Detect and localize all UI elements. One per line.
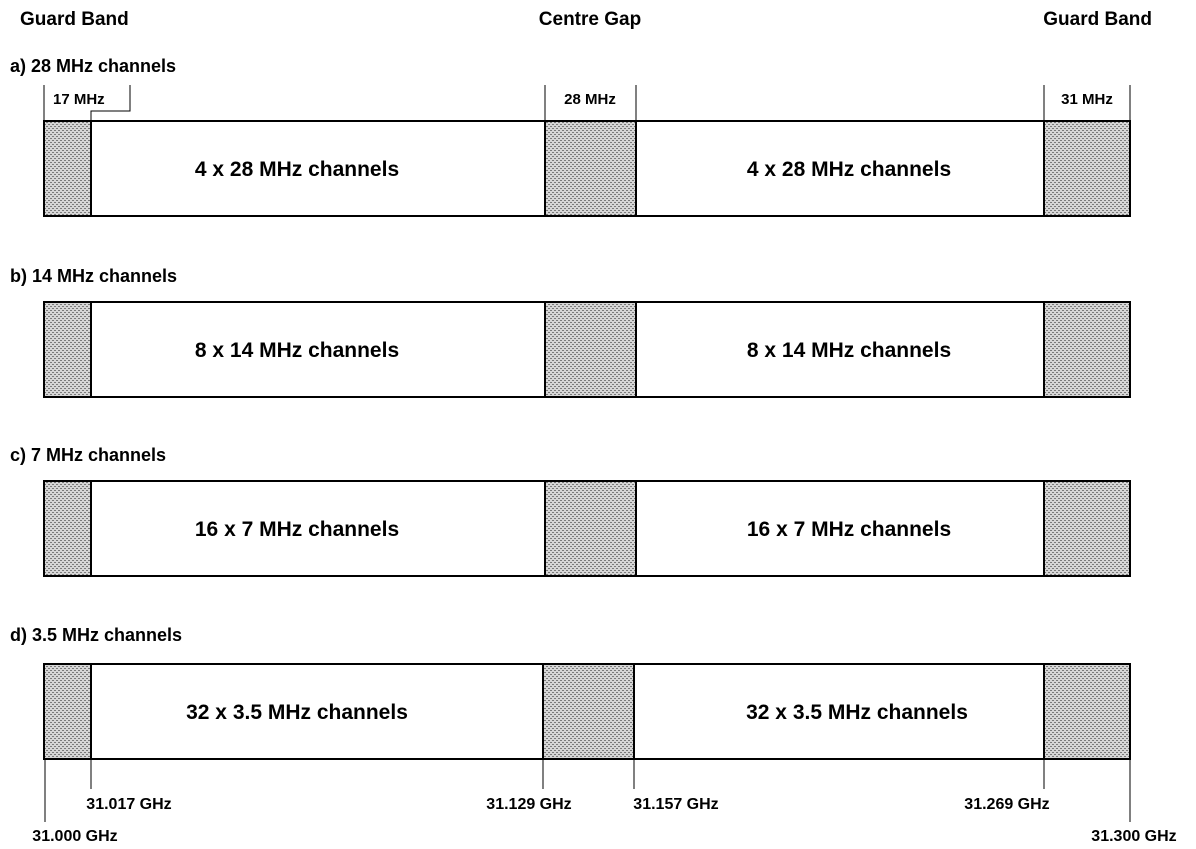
guard-band-left-block <box>43 480 92 577</box>
guard-band-left-block <box>43 120 92 217</box>
channels-right-label: 16 x 7 MHz channels <box>747 518 951 541</box>
freq-31300-label: 31.300 GHz <box>1091 828 1176 845</box>
header-guard-band-right: Guard Band <box>1043 9 1152 30</box>
width-markers: 17 MHz 28 MHz 31 MHz <box>43 85 1131 121</box>
freq-31129-label: 31.129 GHz <box>486 796 571 813</box>
channels-right-label: 8 x 14 MHz channels <box>747 339 951 362</box>
centre-gap-block <box>544 480 637 577</box>
centre-gap-block <box>544 301 637 398</box>
channels-left-label: 4 x 28 MHz channels <box>195 158 399 181</box>
band-row-b: 8 x 14 MHz channels 8 x 14 MHz channels <box>43 301 1131 398</box>
channels-left-label: 8 x 14 MHz channels <box>195 339 399 362</box>
guard-band-left-block <box>43 663 92 760</box>
header-guard-band-left: Guard Band <box>20 9 129 30</box>
band-row-d: 32 x 3.5 MHz channels 32 x 3.5 MHz chann… <box>43 663 1131 760</box>
width-right-label: 31 MHz <box>1061 91 1113 108</box>
guard-band-right-block <box>1043 663 1131 760</box>
guard-band-right-block <box>1043 480 1131 577</box>
freq-31157-label: 31.157 GHz <box>633 796 718 813</box>
section-c-title: c) 7 MHz channels <box>10 445 166 465</box>
centre-gap-block <box>542 663 635 760</box>
channels-left-label: 32 x 3.5 MHz channels <box>186 701 408 724</box>
section-b-title: b) 14 MHz channels <box>10 266 177 286</box>
guard-band-left-block <box>43 301 92 398</box>
width-centre-label: 28 MHz <box>564 91 616 108</box>
channels-right-label: 32 x 3.5 MHz channels <box>746 701 968 724</box>
freq-31269-label: 31.269 GHz <box>964 796 1049 813</box>
channels-right-label: 4 x 28 MHz channels <box>747 158 951 181</box>
section-a-title: a) 28 MHz channels <box>10 56 176 76</box>
guard-band-right-block <box>1043 120 1131 217</box>
freq-31017-label: 31.017 GHz <box>86 796 171 813</box>
band-row-c: 16 x 7 MHz channels 16 x 7 MHz channels <box>43 480 1131 577</box>
frequency-ticks <box>44 759 1131 822</box>
guard-band-right-block <box>1043 301 1131 398</box>
header-centre-gap: Centre Gap <box>539 9 641 30</box>
channels-left-label: 16 x 7 MHz channels <box>195 518 399 541</box>
width-left-label: 17 MHz <box>53 91 105 108</box>
section-d-title: d) 3.5 MHz channels <box>10 625 182 645</box>
centre-gap-block <box>544 120 637 217</box>
band-row-a: 4 x 28 MHz channels 4 x 28 MHz channels <box>43 120 1131 217</box>
freq-31000-label: 31.000 GHz <box>32 828 117 845</box>
